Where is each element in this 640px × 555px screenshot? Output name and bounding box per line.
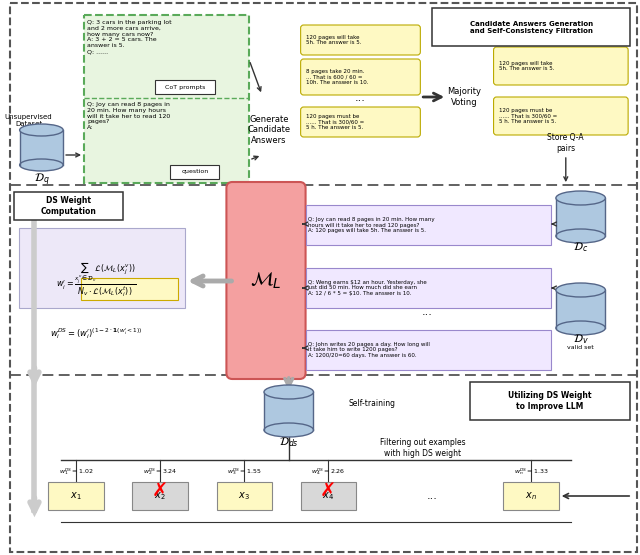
Text: ...: ... — [422, 307, 433, 317]
Text: $\mathcal{D}_c$: $\mathcal{D}_c$ — [573, 240, 588, 254]
Polygon shape — [81, 278, 178, 300]
Text: $w_3^{DS} = 1.55$: $w_3^{DS} = 1.55$ — [227, 467, 262, 477]
Text: $w_i^{DS} = (w_i')^{(1-2\cdot\mathbf{1}(w_i'<1))}$: $w_i^{DS} = (w_i')^{(1-2\cdot\mathbf{1}(… — [49, 326, 142, 341]
Text: DS Weight
Computation: DS Weight Computation — [40, 196, 96, 216]
Text: 120 pages must be
...... That is 300/60 =
5 h. The answer is 5.: 120 pages must be ...... That is 300/60 … — [499, 108, 557, 124]
Text: ✗: ✗ — [152, 482, 168, 501]
Text: CoT prompts: CoT prompts — [164, 84, 205, 89]
Ellipse shape — [20, 159, 63, 171]
Text: $w_1^{DS} = 1.02$: $w_1^{DS} = 1.02$ — [59, 467, 93, 477]
Text: question: question — [181, 169, 209, 174]
Polygon shape — [470, 382, 630, 420]
FancyBboxPatch shape — [301, 107, 420, 137]
Text: $\mathcal{D}_v$: $\mathcal{D}_v$ — [573, 332, 589, 346]
Polygon shape — [216, 482, 272, 510]
Polygon shape — [264, 392, 314, 430]
Ellipse shape — [556, 283, 605, 297]
FancyBboxPatch shape — [493, 47, 628, 85]
Ellipse shape — [556, 229, 605, 243]
Polygon shape — [20, 130, 63, 165]
Text: $\mathcal{D}_q$: $\mathcal{D}_q$ — [33, 172, 49, 188]
Polygon shape — [170, 165, 220, 179]
Text: 8 pages take 20 min.
... That is 600 / 60 =
10h. The answer is 10.: 8 pages take 20 min. ... That is 600 / 6… — [305, 69, 368, 85]
Text: $\mathcal{D}_{ds}$: $\mathcal{D}_{ds}$ — [279, 435, 299, 449]
Ellipse shape — [556, 191, 605, 205]
Text: Filtering out examples
with high DS weight: Filtering out examples with high DS weig… — [380, 438, 465, 458]
Text: $x_4$: $x_4$ — [323, 490, 334, 502]
Polygon shape — [19, 228, 185, 308]
Text: $x_2$: $x_2$ — [154, 490, 166, 502]
Polygon shape — [155, 80, 214, 94]
Text: Unsupervised
Dataset: Unsupervised Dataset — [4, 114, 52, 127]
Ellipse shape — [556, 321, 605, 335]
Text: 120 pages will take
5h. The answer is 5.: 120 pages will take 5h. The answer is 5. — [305, 34, 361, 46]
Ellipse shape — [264, 385, 314, 399]
Polygon shape — [301, 482, 356, 510]
Text: $x_n$: $x_n$ — [525, 490, 537, 502]
Text: Store Q-A
pairs: Store Q-A pairs — [547, 133, 584, 153]
Polygon shape — [305, 330, 551, 370]
Text: $\mathcal{M}_L$: $\mathcal{M}_L$ — [250, 270, 282, 291]
Text: 120 pages must be
...... That is 300/60 =
5 h. The answer is 5.: 120 pages must be ...... That is 300/60 … — [305, 114, 364, 130]
Text: $x_1$: $x_1$ — [70, 490, 82, 502]
Text: ✗: ✗ — [320, 482, 337, 501]
Text: Q: Joy can read 8 pages in
20 min. How many hours
will it take her to read 120
p: Q: Joy can read 8 pages in 20 min. How m… — [87, 102, 170, 130]
Text: $x_3$: $x_3$ — [238, 490, 250, 502]
Text: Q: John writes 20 pages a day. How long will
it take him to write 1200 pages?
A:: Q: John writes 20 pages a day. How long … — [308, 342, 429, 359]
Text: Generate
Candidate
Answers: Generate Candidate Answers — [248, 115, 291, 145]
Text: ...: ... — [427, 491, 438, 501]
FancyBboxPatch shape — [301, 59, 420, 95]
Polygon shape — [504, 482, 559, 510]
Text: Q: Joy can read 8 pages in 20 min. How many
hours will it take her to read 120 p: Q: Joy can read 8 pages in 20 min. How m… — [308, 216, 434, 233]
Polygon shape — [556, 198, 605, 236]
Text: Q: 3 cars in the parking lot
and 2 more cars arrive,
how many cars now?
A: 3 + 2: Q: 3 cars in the parking lot and 2 more … — [87, 20, 172, 54]
Text: $w_2^{DS} = 3.24$: $w_2^{DS} = 3.24$ — [143, 467, 177, 477]
Polygon shape — [48, 482, 104, 510]
Polygon shape — [132, 482, 188, 510]
FancyBboxPatch shape — [227, 182, 305, 379]
Polygon shape — [305, 205, 551, 245]
Text: 120 pages will take
5h. The answer is 5.: 120 pages will take 5h. The answer is 5. — [499, 60, 554, 72]
Text: Utilizing DS Weight
to Improve LLM: Utilizing DS Weight to Improve LLM — [508, 391, 592, 411]
Polygon shape — [556, 290, 605, 328]
Ellipse shape — [20, 124, 63, 136]
Ellipse shape — [264, 423, 314, 437]
Text: ...: ... — [355, 93, 365, 103]
Polygon shape — [13, 192, 122, 220]
Text: Majority
Voting: Majority Voting — [447, 87, 481, 107]
Text: valid set: valid set — [567, 345, 594, 350]
Polygon shape — [305, 268, 551, 308]
Text: Candidate Answers Generation
and Self-Consistency Filtration: Candidate Answers Generation and Self-Co… — [470, 21, 593, 33]
Text: $w_i' = \dfrac{\sum_{x_j^v \in \mathcal{D}_v} \mathcal{L}(\mathcal{M}_L(x_j^v))}: $w_i' = \dfrac{\sum_{x_j^v \in \mathcal{… — [56, 260, 136, 299]
FancyBboxPatch shape — [493, 97, 628, 135]
Text: Q: Weng earns $12 an hour. Yesterday, she
just did 50 min. How much did she earn: Q: Weng earns $12 an hour. Yesterday, sh… — [308, 280, 426, 296]
Text: $w_4^{DS} = 2.26$: $w_4^{DS} = 2.26$ — [311, 467, 346, 477]
Polygon shape — [84, 15, 249, 183]
FancyBboxPatch shape — [301, 25, 420, 55]
Polygon shape — [432, 8, 630, 46]
Text: $w_n^{DS} = 1.33$: $w_n^{DS} = 1.33$ — [514, 467, 548, 477]
Text: Self-training: Self-training — [348, 398, 395, 407]
